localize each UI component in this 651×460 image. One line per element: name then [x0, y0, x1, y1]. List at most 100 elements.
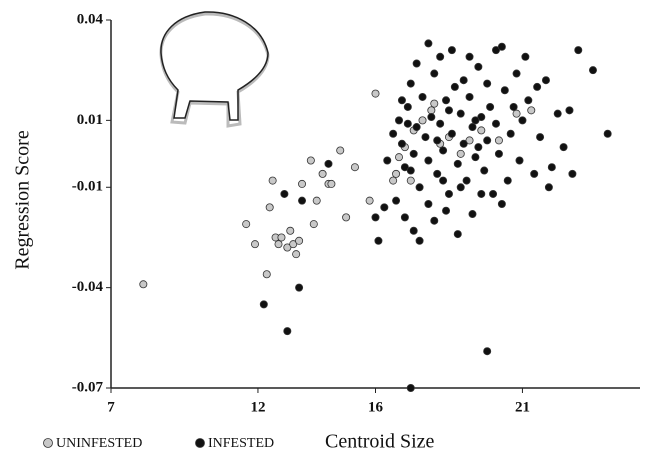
point	[424, 199, 433, 208]
point	[533, 82, 542, 91]
point	[486, 102, 495, 111]
point	[442, 96, 451, 105]
point	[518, 116, 527, 125]
point	[459, 76, 468, 85]
point	[512, 109, 521, 118]
point	[453, 159, 462, 168]
point	[497, 199, 506, 208]
point	[536, 133, 545, 142]
point	[509, 102, 518, 111]
point	[439, 176, 448, 185]
point	[427, 113, 436, 122]
point	[500, 86, 509, 95]
point	[444, 106, 453, 115]
point	[251, 240, 260, 249]
point	[418, 92, 427, 101]
point	[427, 106, 436, 115]
point	[389, 176, 398, 185]
point	[400, 163, 409, 172]
point	[439, 146, 448, 155]
shell-outline-light	[159, 12, 270, 128]
point	[559, 143, 568, 152]
point	[277, 233, 286, 242]
point	[489, 189, 498, 198]
point	[406, 166, 415, 175]
point	[312, 196, 321, 205]
point	[477, 189, 486, 198]
point	[471, 116, 480, 125]
point	[397, 96, 406, 105]
point	[474, 143, 483, 152]
point	[497, 42, 506, 51]
point	[242, 220, 251, 229]
point	[430, 216, 439, 225]
point	[350, 163, 359, 172]
point	[436, 119, 445, 128]
point	[465, 92, 474, 101]
point	[447, 129, 456, 138]
x-tick-label: 21	[515, 399, 530, 415]
point	[418, 116, 427, 125]
point	[474, 62, 483, 71]
point	[406, 176, 415, 185]
point	[403, 119, 412, 128]
point	[395, 116, 404, 125]
point	[298, 196, 307, 205]
point	[389, 129, 398, 138]
point	[412, 59, 421, 68]
point	[515, 156, 524, 165]
point	[491, 46, 500, 55]
shell-outline	[160, 11, 269, 121]
point	[588, 66, 597, 75]
point	[480, 166, 489, 175]
point	[503, 176, 512, 185]
point	[392, 169, 401, 178]
legend-label: UNINFESTED	[56, 436, 142, 451]
point	[433, 169, 442, 178]
point	[421, 133, 430, 142]
point	[262, 270, 271, 279]
point	[565, 106, 574, 115]
point	[268, 176, 277, 185]
point	[409, 226, 418, 235]
point	[430, 99, 439, 108]
y-tick-label: -0.07	[72, 379, 104, 395]
point	[403, 102, 412, 111]
point	[483, 347, 492, 356]
point	[283, 327, 292, 336]
point	[524, 96, 533, 105]
point	[494, 149, 503, 158]
point	[274, 240, 283, 249]
point	[342, 213, 351, 222]
point	[395, 153, 404, 162]
point	[459, 139, 468, 148]
point	[336, 146, 345, 155]
point	[465, 136, 474, 145]
point	[483, 79, 492, 88]
point	[292, 250, 301, 259]
point	[295, 236, 304, 245]
point	[436, 52, 445, 61]
point	[298, 179, 307, 188]
point	[456, 149, 465, 158]
point	[477, 126, 486, 135]
point	[424, 156, 433, 165]
point	[547, 163, 556, 172]
point	[415, 236, 424, 245]
point	[506, 129, 515, 138]
point	[456, 109, 465, 118]
point	[397, 139, 406, 148]
legend-marker	[43, 438, 53, 448]
point	[453, 230, 462, 239]
point	[324, 159, 333, 168]
legend-marker	[195, 438, 205, 448]
point	[371, 89, 380, 98]
point	[468, 123, 477, 132]
point	[265, 203, 274, 212]
point	[289, 240, 298, 249]
point	[139, 280, 148, 289]
point	[371, 213, 380, 222]
point	[512, 69, 521, 78]
point	[468, 210, 477, 219]
point	[409, 149, 418, 158]
